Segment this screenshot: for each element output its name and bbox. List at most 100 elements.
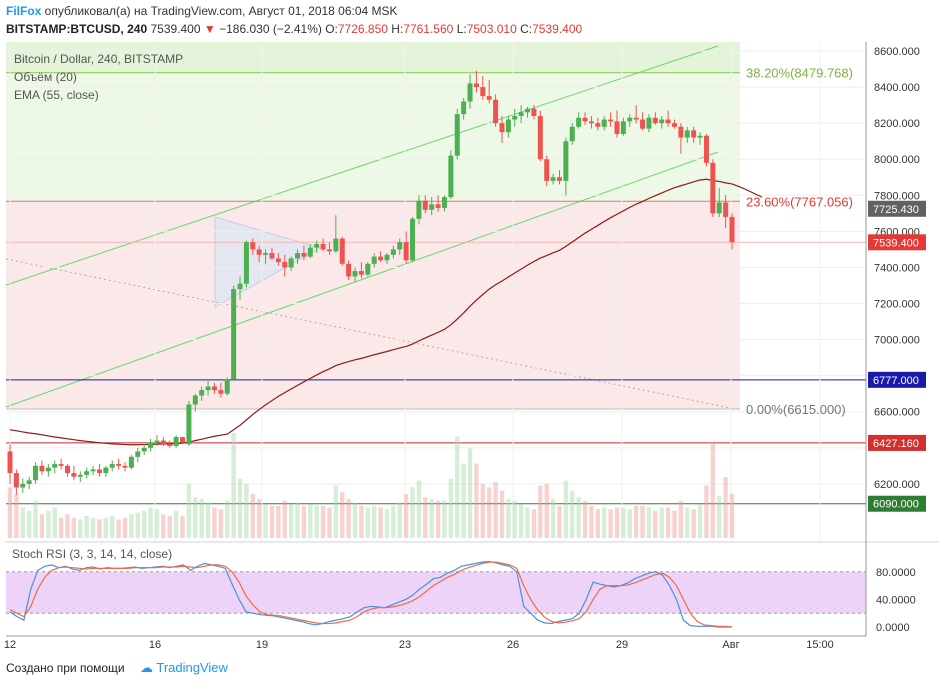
volume-bar: [314, 505, 319, 538]
candle-body: [205, 386, 211, 391]
volume-bar: [544, 483, 549, 538]
candle-body: [13, 473, 19, 488]
volume-bar: [84, 516, 89, 538]
candle-body: [486, 96, 492, 100]
candle-body: [678, 126, 684, 138]
volume-bar: [550, 499, 556, 538]
candle-body: [263, 253, 269, 255]
volume-bar: [14, 494, 19, 538]
fib-label: 23.60%(7767.056): [746, 194, 853, 209]
candle-body: [569, 126, 575, 142]
candle-body: [422, 200, 428, 210]
volume-bar: [231, 433, 236, 538]
volume-bar: [320, 505, 326, 538]
low-label: L:: [456, 22, 467, 36]
candle-body: [646, 117, 652, 129]
fib-zone-top: [6, 42, 740, 73]
stoch-legend: Stoch RSI (3, 3, 14, 14, close): [12, 547, 173, 561]
footer: Создано при помощи ☁ TradingView: [0, 654, 939, 688]
volume-bar: [416, 480, 422, 538]
volume-bar: [461, 463, 466, 538]
candle-body: [320, 244, 326, 250]
volume-bar: [582, 500, 588, 538]
candle-body: [199, 390, 205, 396]
candle-body: [301, 253, 307, 257]
candle-body: [620, 121, 626, 134]
volume-bar: [717, 495, 722, 538]
volume-bar: [442, 500, 447, 538]
volume-bar: [589, 505, 594, 538]
x-tick-label: 12: [4, 639, 16, 651]
volume-bar: [391, 505, 396, 538]
open-label: O:: [325, 22, 338, 36]
low-value: 7503.010: [466, 22, 517, 36]
volume-bar: [129, 514, 134, 538]
candle-body: [128, 456, 134, 468]
candle-body: [582, 117, 588, 122]
candle-body: [218, 390, 224, 394]
volume-bar: [26, 510, 32, 538]
volume-bar: [723, 477, 728, 538]
volume-bar: [455, 436, 460, 538]
symbol-line: BITSTAMP:BTCUSD, 240 7539.400 ▼ −186.030…: [6, 22, 582, 36]
candle-body: [90, 469, 96, 472]
volume-bar: [282, 500, 287, 538]
candle-body: [7, 451, 13, 474]
candle-body: [65, 465, 71, 474]
volume-bar: [525, 507, 530, 538]
price-chart[interactable]: 80.0000 40.0000 0.0000 8600.000 8400.000 8200…: [0, 0, 939, 654]
candle-body: [148, 442, 154, 448]
stoch-tick-label: 80.0000: [876, 567, 916, 579]
candle-body: [141, 447, 147, 452]
candle-body: [71, 473, 77, 477]
tradingview-logo[interactable]: ☁ TradingView: [140, 660, 228, 676]
volume-bar: [480, 483, 486, 538]
volume-bar: [308, 504, 313, 538]
chart-header: FilFox опубликовал(а) на TradingView.com…: [0, 0, 939, 42]
candle-body: [33, 465, 39, 481]
candle-body: [135, 451, 141, 457]
legend-volume: Объём (20): [14, 70, 77, 84]
volume-bar: [161, 514, 166, 538]
candle-body: [84, 471, 90, 475]
price-label: 7539.400: [873, 237, 919, 249]
candle-body: [352, 271, 358, 277]
candle-body: [211, 386, 217, 391]
candle-body: [563, 141, 569, 181]
fib-zone-lower: [6, 201, 740, 410]
y-tick-label: 6600.000: [874, 407, 920, 419]
candle-body: [544, 159, 550, 181]
candle-body: [403, 242, 409, 261]
volume-bar: [199, 499, 204, 538]
candle-body: [703, 135, 709, 163]
candle-body: [525, 108, 531, 113]
publish-line: FilFox опубликовал(а) на TradingView.com…: [6, 4, 398, 18]
volume-bar: [678, 500, 684, 538]
volume-bar: [685, 507, 690, 538]
candle-body: [116, 464, 122, 466]
candle-body: [365, 263, 371, 275]
y-tick-label: 8400.000: [874, 82, 920, 94]
candle-body: [378, 256, 384, 261]
y-tick-label: 7000.000: [874, 335, 920, 347]
candle-body: [416, 200, 422, 219]
candle-body: [52, 464, 58, 468]
volume-bar: [205, 502, 211, 538]
x-tick-label: 19: [256, 639, 268, 651]
volume-bar: [135, 512, 140, 538]
candle-body: [518, 112, 524, 116]
volume-bar: [518, 504, 524, 538]
volume-bar: [7, 487, 13, 538]
volume-bar: [429, 499, 434, 538]
candle-body: [295, 253, 301, 259]
author-name[interactable]: FilFox: [6, 4, 42, 18]
candle-body: [103, 467, 109, 474]
volume-bar: [729, 494, 735, 538]
volume-bar: [110, 516, 115, 538]
volume-bar: [122, 517, 128, 538]
candle-body: [659, 119, 665, 124]
volume-bar: [218, 509, 224, 538]
volume-bar: [467, 448, 473, 538]
candle-body: [397, 242, 403, 250]
volume-bar: [595, 509, 601, 538]
